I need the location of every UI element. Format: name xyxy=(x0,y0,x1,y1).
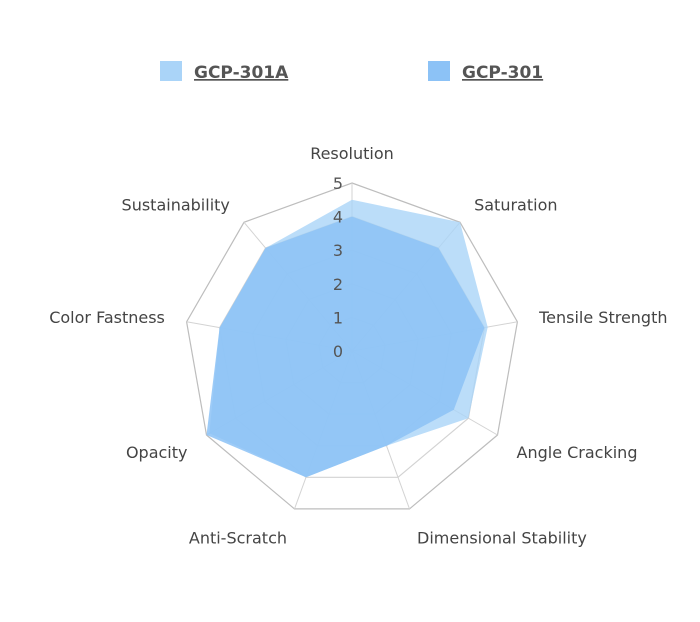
tick-labels: 0 1 2 3 4 5 xyxy=(333,174,343,361)
tick-label-4: 4 xyxy=(333,208,343,227)
tick-label-0: 0 xyxy=(333,342,343,361)
legend-swatch-gcp-301 xyxy=(428,61,450,81)
series-area-gcp-301[interactable] xyxy=(206,216,485,478)
legend-item-gcp-301[interactable]: GCP-301 xyxy=(428,61,543,83)
grid-ring-5 xyxy=(185,182,519,510)
axis-label-opacity: Opacity xyxy=(126,443,188,462)
axis-label-color-fastness: Color Fastness xyxy=(49,308,165,327)
legend-item-gcp-301a[interactable]: GCP-301A xyxy=(160,61,289,83)
legend-label-gcp-301a: GCP-301A xyxy=(194,63,289,83)
axis-label-resolution: Resolution xyxy=(310,144,394,163)
axis-label-dimensional-stability: Dimensional Stability xyxy=(417,529,587,548)
tick-label-2: 2 xyxy=(333,275,343,294)
tick-label-1: 1 xyxy=(333,308,343,327)
axis-label-angle-cracking: Angle Cracking xyxy=(517,443,638,462)
axis-label-saturation: Saturation xyxy=(474,196,557,215)
axis-labels: Resolution Saturation Tensile Strength Angl… xyxy=(49,144,667,548)
legend-label-gcp-301: GCP-301 xyxy=(462,63,543,83)
axis-label-tensile-strength: Tensile Strength xyxy=(538,308,667,327)
tick-label-3: 3 xyxy=(333,241,343,260)
legend-swatch-gcp-301a xyxy=(160,61,182,81)
legend: GCP-301A GCP-301 xyxy=(160,61,543,83)
axis-label-sustainability: Sustainability xyxy=(122,196,230,215)
series-layer xyxy=(206,199,488,478)
tick-label-5: 5 xyxy=(333,174,343,193)
axis-label-anti-scratch: Anti-Scratch xyxy=(189,529,287,548)
